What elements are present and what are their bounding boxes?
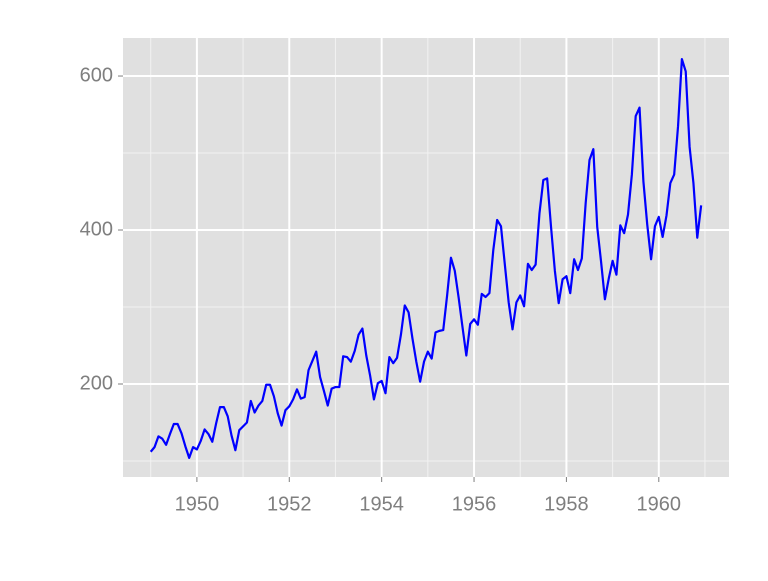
x-tick-label: 1958 (544, 493, 589, 515)
y-tick-label: 400 (80, 218, 113, 240)
x-tick-label: 1956 (452, 493, 497, 515)
line (149, 57, 703, 460)
y-tick-label: 200 (80, 372, 113, 394)
panel (123, 38, 729, 477)
x-tick-label: 1954 (359, 493, 404, 515)
x-tick-label: 1950 (175, 493, 220, 515)
x-tick-label: 1952 (267, 493, 312, 515)
y-tick-label: 600 (80, 64, 113, 86)
x-tick-label: 1960 (637, 493, 682, 515)
